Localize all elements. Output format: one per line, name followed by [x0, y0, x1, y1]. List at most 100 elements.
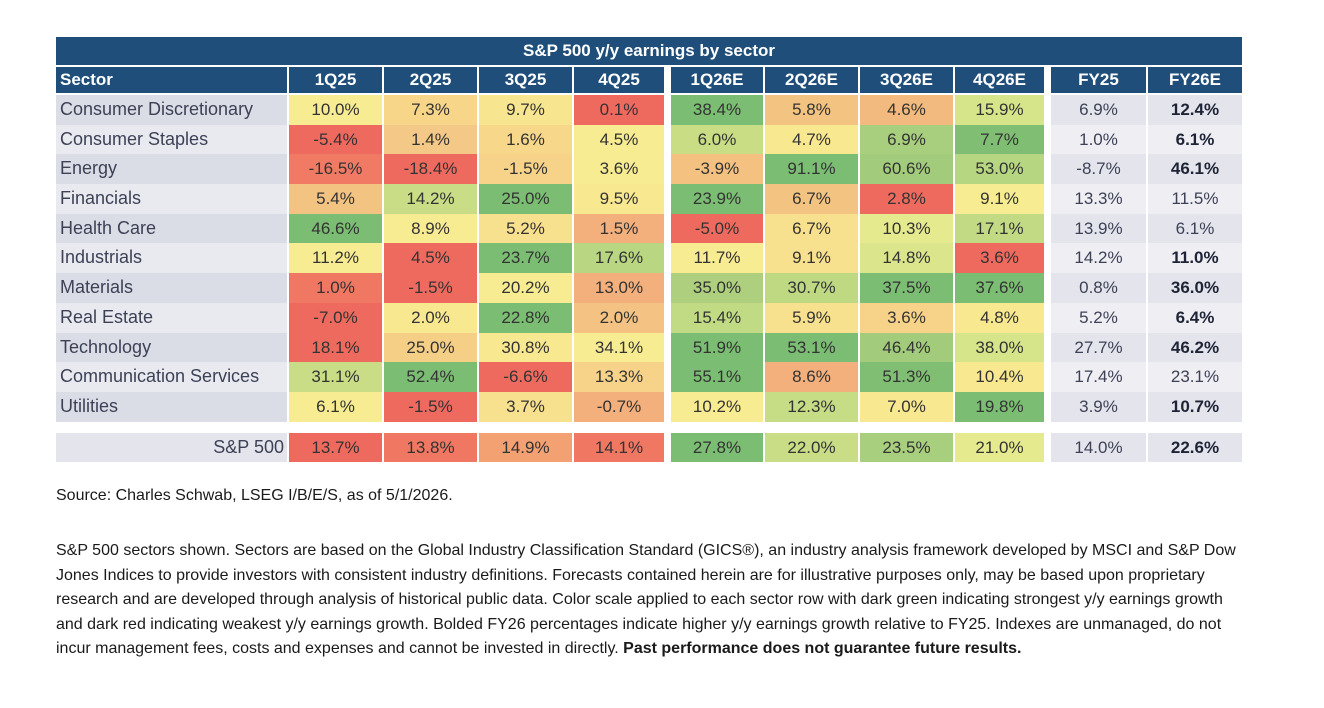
table-row: Real Estate -7.0% 2.0% 22.8% 2.0% 15.4% 5.9% 3.… — [56, 302, 1242, 333]
disclaimer-text: S&P 500 sectors shown. Sectors are based… — [56, 542, 1236, 658]
value-cell: 19.8% — [955, 391, 1044, 422]
fy25-cell: 0.8% — [1051, 273, 1146, 303]
value-cell: 9.5% — [574, 184, 664, 214]
fy26-cell: 6.1% — [1148, 124, 1242, 155]
fy25-cell: 13.9% — [1051, 213, 1146, 244]
fy26-cell: 46.1% — [1148, 154, 1242, 185]
value-cell: -18.4% — [384, 154, 477, 185]
value-cell: 13.7% — [289, 432, 382, 463]
value-cell: 27.8% — [671, 432, 763, 463]
value-cell: 9.7% — [479, 95, 572, 125]
sector-name: Communication Services — [56, 362, 287, 392]
disclaimer-bold-text: Past performance does not guarantee futu… — [623, 640, 1022, 658]
column-header: 1Q25 — [289, 67, 382, 93]
sector-name: Consumer Staples — [56, 124, 287, 155]
fy26-cell: 23.1% — [1148, 362, 1242, 392]
fy26-cell: 11.5% — [1148, 184, 1242, 214]
value-cell: 13.0% — [574, 273, 664, 303]
column-header: 3Q26E — [860, 67, 953, 93]
value-cell: 5.8% — [765, 95, 858, 125]
value-cell: 53.0% — [955, 154, 1044, 185]
value-cell: 2.0% — [384, 302, 477, 333]
column-header: 1Q26E — [671, 67, 763, 93]
column-header-sector: Sector — [56, 67, 287, 93]
value-cell: -0.7% — [574, 391, 664, 422]
column-header: 3Q25 — [479, 67, 572, 93]
table-row: Materials 1.0% -1.5% 20.2% 13.0% 35.0% 30.7% 37… — [56, 273, 1242, 303]
value-cell: 10.3% — [860, 213, 953, 244]
fy26-cell: 6.1% — [1148, 213, 1242, 244]
value-cell: -6.6% — [479, 362, 572, 392]
value-cell: -5.0% — [671, 213, 763, 244]
value-cell: 30.7% — [765, 273, 858, 303]
value-cell: 11.7% — [671, 243, 763, 274]
fy25-cell: 14.0% — [1051, 432, 1146, 463]
value-cell: 35.0% — [671, 273, 763, 303]
fy25-cell: 27.7% — [1051, 332, 1146, 363]
value-cell: 6.1% — [289, 391, 382, 422]
source-note: Source: Charles Schwab, LSEG I/B/E/S, as… — [56, 487, 453, 504]
value-cell: 7.3% — [384, 95, 477, 125]
value-cell: 46.4% — [860, 332, 953, 363]
column-header: 2Q25 — [384, 67, 477, 93]
value-cell: 8.9% — [384, 213, 477, 244]
value-cell: 7.7% — [955, 124, 1044, 155]
sector-name: Financials — [56, 184, 287, 214]
value-cell: 9.1% — [955, 184, 1044, 214]
value-cell: 1.0% — [289, 273, 382, 303]
value-cell: 31.1% — [289, 362, 382, 392]
value-cell: 2.0% — [574, 302, 664, 333]
value-cell: -1.5% — [384, 391, 477, 422]
spacer — [56, 422, 1242, 433]
value-cell: 3.6% — [955, 243, 1044, 274]
value-cell: 23.9% — [671, 184, 763, 214]
column-header: FY26E — [1148, 67, 1242, 93]
value-cell: 14.2% — [384, 184, 477, 214]
value-cell: 14.9% — [479, 432, 572, 463]
sector-name: Technology — [56, 332, 287, 363]
value-cell: 5.9% — [765, 302, 858, 333]
value-cell: 20.2% — [479, 273, 572, 303]
sector-name: S&P 500 — [56, 432, 287, 463]
table-row: Utilities 6.1% -1.5% 3.7% -0.7% 10.2% 12.3% 7.0… — [56, 391, 1242, 422]
value-cell: 23.7% — [479, 243, 572, 274]
value-cell: 5.2% — [479, 213, 572, 244]
total-row: S&P 500 13.7% 13.8% 14.9% 14.1% 27.8% 22.0% 23.… — [56, 432, 1242, 463]
value-cell: 30.8% — [479, 332, 572, 363]
value-cell: 0.1% — [574, 95, 664, 125]
table-body: Sector 1Q25 2Q25 3Q25 4Q25 1Q26E 2Q26E 3Q26E 4Q2… — [56, 65, 1242, 463]
value-cell: 10.0% — [289, 95, 382, 125]
value-cell: 4.5% — [384, 243, 477, 274]
fy25-cell: 13.3% — [1051, 184, 1146, 214]
value-cell: 55.1% — [671, 362, 763, 392]
sector-name: Industrials — [56, 243, 287, 274]
fy26-cell: 22.6% — [1148, 432, 1242, 463]
value-cell: 6.9% — [860, 124, 953, 155]
value-cell: 14.1% — [574, 432, 664, 463]
sector-name: Energy — [56, 154, 287, 185]
value-cell: 21.0% — [955, 432, 1044, 463]
value-cell: 17.6% — [574, 243, 664, 274]
value-cell: 46.6% — [289, 213, 382, 244]
sector-name: Health Care — [56, 213, 287, 244]
value-cell: 17.1% — [955, 213, 1044, 244]
fy25-cell: 6.9% — [1051, 95, 1146, 125]
value-cell: 38.0% — [955, 332, 1044, 363]
value-cell: 15.9% — [955, 95, 1044, 125]
fy26-cell: 46.2% — [1148, 332, 1242, 363]
value-cell: 51.3% — [860, 362, 953, 392]
value-cell: 3.7% — [479, 391, 572, 422]
fy25-cell: 3.9% — [1051, 391, 1146, 422]
value-cell: 4.7% — [765, 124, 858, 155]
value-cell: 3.6% — [860, 302, 953, 333]
value-cell: 7.0% — [860, 391, 953, 422]
value-cell: 6.0% — [671, 124, 763, 155]
value-cell: 13.3% — [574, 362, 664, 392]
value-cell: 23.5% — [860, 432, 953, 463]
value-cell: 22.8% — [479, 302, 572, 333]
value-cell: 6.7% — [765, 184, 858, 214]
fy25-cell: 17.4% — [1051, 362, 1146, 392]
value-cell: 13.8% — [384, 432, 477, 463]
table-row: Financials 5.4% 14.2% 25.0% 9.5% 23.9% 6.7% 2.8… — [56, 184, 1242, 214]
value-cell: 15.4% — [671, 302, 763, 333]
